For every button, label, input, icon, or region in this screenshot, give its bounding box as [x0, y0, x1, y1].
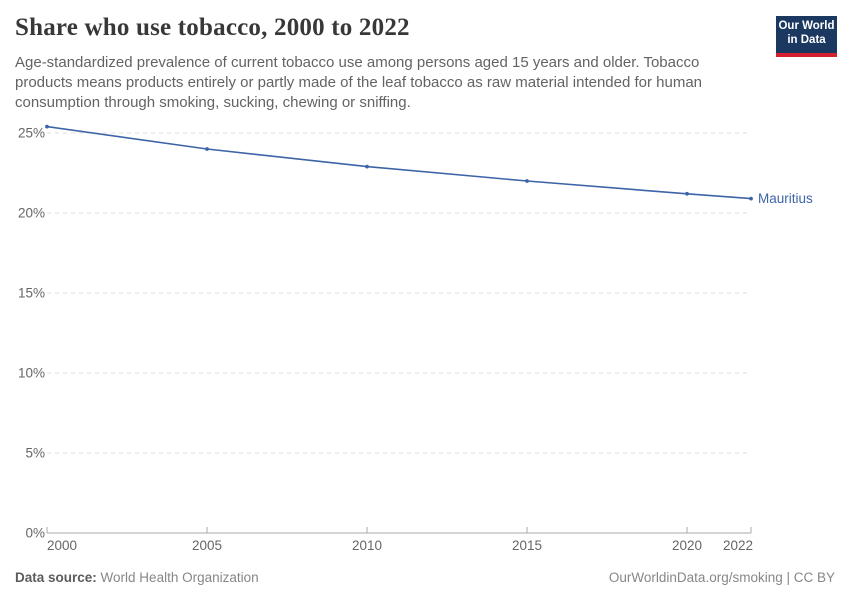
- x-tick-label: 2015: [512, 538, 542, 553]
- owid-logo-line1: Our World: [778, 20, 835, 32]
- data-source: Data source: World Health Organization: [15, 570, 259, 585]
- data-source-value: World Health Organization: [100, 570, 259, 585]
- x-tick-label: 2000: [47, 538, 77, 553]
- y-tick-label: 5%: [25, 446, 45, 461]
- owid-logo-line2: in Data: [787, 34, 826, 46]
- series-label[interactable]: Mauritius: [758, 191, 813, 206]
- series-line[interactable]: [46, 125, 752, 200]
- y-tick-label: 25%: [18, 126, 45, 141]
- data-point[interactable]: [685, 191, 689, 196]
- y-tick-label: 20%: [18, 206, 45, 221]
- x-tick-label: 2022: [723, 538, 753, 553]
- y-tick-label: 0%: [25, 526, 45, 541]
- y-tick-label: 10%: [18, 366, 45, 381]
- data-source-label: Data source:: [15, 570, 97, 585]
- chart-title: Share who use tobacco, 2000 to 2022: [15, 14, 410, 41]
- data-point[interactable]: [365, 164, 369, 169]
- data-point[interactable]: [205, 147, 209, 151]
- credit-link[interactable]: OurWorldinData.org/smoking | CC BY: [608, 570, 835, 585]
- data-point[interactable]: [749, 196, 753, 201]
- chart-subtitle: Age-standardized prevalence of current t…: [15, 54, 703, 111]
- data-point[interactable]: [525, 179, 529, 183]
- y-tick-label: 15%: [18, 286, 45, 301]
- x-tick-label: 2020: [672, 538, 702, 553]
- x-tick-label: 2005: [192, 538, 222, 553]
- x-tick-label: 2010: [352, 538, 382, 553]
- owid-logo[interactable]: Our World in Data: [776, 16, 837, 57]
- chart-footer: Data source: World Health Organization O…: [15, 570, 835, 585]
- data-point[interactable]: [45, 124, 49, 129]
